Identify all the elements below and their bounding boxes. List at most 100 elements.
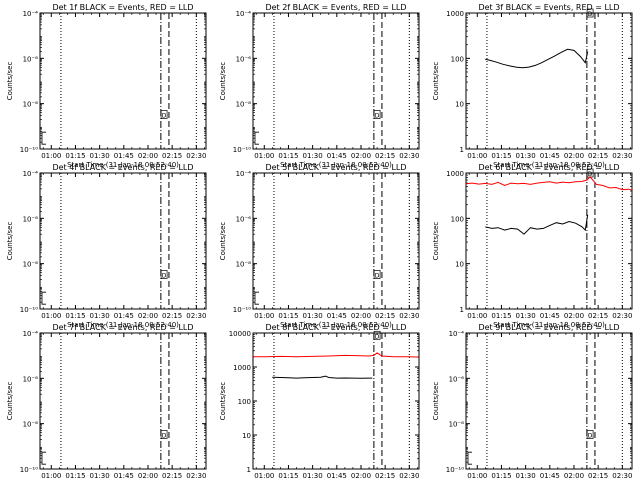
- x-tick-label: 01:30: [516, 472, 536, 480]
- y-axis-label: Counts/sec: [219, 222, 227, 261]
- annotation-label: D: [162, 273, 167, 280]
- plot-frame: [39, 12, 207, 150]
- x-tick-label: 01:30: [90, 152, 110, 160]
- x-tick-label: 01:45: [327, 152, 347, 160]
- panel-title: Det 6f BLACK = Events, RED = LLD: [478, 163, 619, 172]
- x-axis-label: Start Time (31-Jan-18 00:52:40): [493, 161, 605, 169]
- x-tick-label: 02:00: [351, 312, 371, 320]
- panel-title: Det 5f BLACK = Events, RED = LLD: [265, 163, 406, 172]
- y-tick-label: 10: [242, 432, 251, 440]
- x-tick-label: 01:15: [65, 152, 85, 160]
- detector-panel-3: Det 3f BLACK = Events, RED = LLD 1000 10 01…: [432, 3, 633, 169]
- x-tick-label: 01:45: [114, 152, 134, 160]
- y-tick-label: 10⁻¹⁰: [20, 306, 38, 314]
- y-tick-label: 10⁻⁴: [236, 170, 252, 178]
- x-tick-label: 02:30: [612, 152, 632, 160]
- x-tick-label: 01:30: [90, 312, 110, 320]
- detector-panel-2: Det 2f BLACK = Events, RED = LLD 10⁻⁴ 10⁻⁶…: [219, 3, 420, 169]
- x-tick-label: 01:15: [491, 152, 511, 160]
- x-tick-label: 01:45: [114, 472, 134, 480]
- y-tick-label: 10: [455, 261, 464, 269]
- x-tick-label: 01:00: [41, 472, 61, 480]
- annotation-box: [160, 110, 168, 119]
- x-tick-label: 01:15: [491, 472, 511, 480]
- y-tick-label: 100: [238, 398, 251, 406]
- x-tick-label: 01:45: [540, 312, 560, 320]
- panel-title: Det 3f BLACK = Events, RED = LLD: [478, 3, 619, 12]
- y-tick-label: 1: [247, 466, 251, 474]
- annotation-box: [586, 430, 594, 439]
- annotation-label: D: [588, 433, 593, 440]
- plot-frame: [252, 332, 420, 470]
- annotation-label: D: [375, 273, 380, 280]
- y-tick-label: 10⁻¹⁰: [20, 146, 38, 154]
- y-axis-label: Counts/sec: [6, 62, 14, 101]
- y-tick-label: 10⁻¹⁰: [233, 146, 251, 154]
- x-tick-label: 01:15: [278, 152, 298, 160]
- detector-panel-9: Det 9f BLACK = Events, RED = LLD 10⁻⁴ 10⁻⁶…: [432, 323, 633, 480]
- y-axis-label: Counts/sec: [6, 382, 14, 421]
- y-tick-label: 10⁻⁸: [449, 421, 465, 429]
- bracket-marker: [41, 131, 46, 145]
- y-tick-label: 10⁻⁴: [23, 10, 39, 18]
- plot-frame: [465, 12, 633, 150]
- y-tick-label: 10: [455, 101, 464, 109]
- x-tick-label: 02:00: [564, 152, 584, 160]
- panel-title: Det 7f BLACK = Events, RED = LLD: [52, 323, 193, 332]
- annotation-box: [373, 110, 381, 119]
- annotation-label: D: [375, 113, 380, 120]
- y-tick-label: 10⁻⁶: [23, 375, 39, 383]
- x-tick-label: 01:15: [278, 472, 298, 480]
- x-tick-label: 01:15: [278, 312, 298, 320]
- y-tick-label: 10⁻⁸: [23, 101, 39, 109]
- y-axis-label: Counts/sec: [432, 382, 440, 421]
- y-tick-label: 10⁻⁶: [236, 55, 252, 63]
- y-tick-label: 10⁻⁴: [236, 10, 252, 18]
- events-rate-line: [272, 375, 373, 379]
- x-axis-label: Start Time (31-Jan-18 00:52:40): [67, 161, 179, 169]
- detector-panel-5: Det 5f BLACK = Events, RED = LLD 10⁻⁴ 10⁻⁶…: [219, 163, 420, 329]
- bracket-marker: [467, 451, 472, 465]
- x-tick-label: 02:00: [138, 312, 158, 320]
- y-tick-label: 10⁻⁴: [23, 170, 39, 178]
- y-tick-label: 1: [460, 146, 464, 154]
- x-tick-label: 02:30: [399, 472, 419, 480]
- y-tick-label: 1: [460, 306, 464, 314]
- x-tick-label: 02:15: [162, 472, 182, 480]
- x-tick-label: 02:15: [588, 312, 608, 320]
- y-tick-label: 1000: [446, 10, 464, 18]
- annotation-label: D: [588, 171, 593, 178]
- x-tick-label: 01:00: [254, 152, 274, 160]
- bracket-marker: [254, 291, 259, 305]
- x-tick-label: 01:30: [303, 312, 323, 320]
- x-tick-label: 02:15: [162, 312, 182, 320]
- annotation-label: D: [375, 333, 380, 340]
- bracket-marker: [41, 451, 46, 465]
- y-tick-label: 10⁻⁸: [23, 261, 39, 269]
- x-tick-label: 02:30: [399, 152, 419, 160]
- x-tick-label: 01:00: [254, 312, 274, 320]
- x-tick-label: 02:30: [186, 312, 206, 320]
- y-tick-label: 10⁻⁶: [449, 375, 465, 383]
- x-tick-label: 01:30: [303, 472, 323, 480]
- y-tick-label: 10⁻¹⁰: [233, 306, 251, 314]
- detector-panel-1: Det 1f BLACK = Events, RED = LLD 10⁻⁴ 10⁻⁶…: [6, 3, 207, 169]
- x-axis-label: Start Time (31-Jan-18 00:52:40): [493, 321, 605, 329]
- x-tick-label: 02:30: [186, 472, 206, 480]
- y-tick-label: 1000: [446, 170, 464, 178]
- y-tick-label: 10000: [229, 330, 251, 338]
- x-tick-label: 01:30: [516, 312, 536, 320]
- x-tick-label: 01:45: [327, 472, 347, 480]
- detector-panel-4: Det 4f BLACK = Events, RED = LLD 10⁻⁴ 10⁻⁶…: [6, 163, 207, 329]
- x-tick-label: 02:15: [588, 472, 608, 480]
- lld-rate-line: [253, 352, 420, 358]
- detector-panel-8: Det 8f BLACK = Events, RED = LLD10000100…: [219, 323, 420, 480]
- panel-title: Det 8f BLACK = Events, RED = LLD: [265, 323, 406, 332]
- y-tick-label: 10⁻¹⁰: [20, 466, 38, 474]
- x-tick-label: 02:00: [138, 152, 158, 160]
- bracket-marker: [41, 291, 46, 305]
- y-axis-label: Counts/sec: [6, 222, 14, 261]
- x-axis-label: Start Time (31-Jan-18 00:52:40): [280, 161, 392, 169]
- x-tick-label: 02:30: [186, 152, 206, 160]
